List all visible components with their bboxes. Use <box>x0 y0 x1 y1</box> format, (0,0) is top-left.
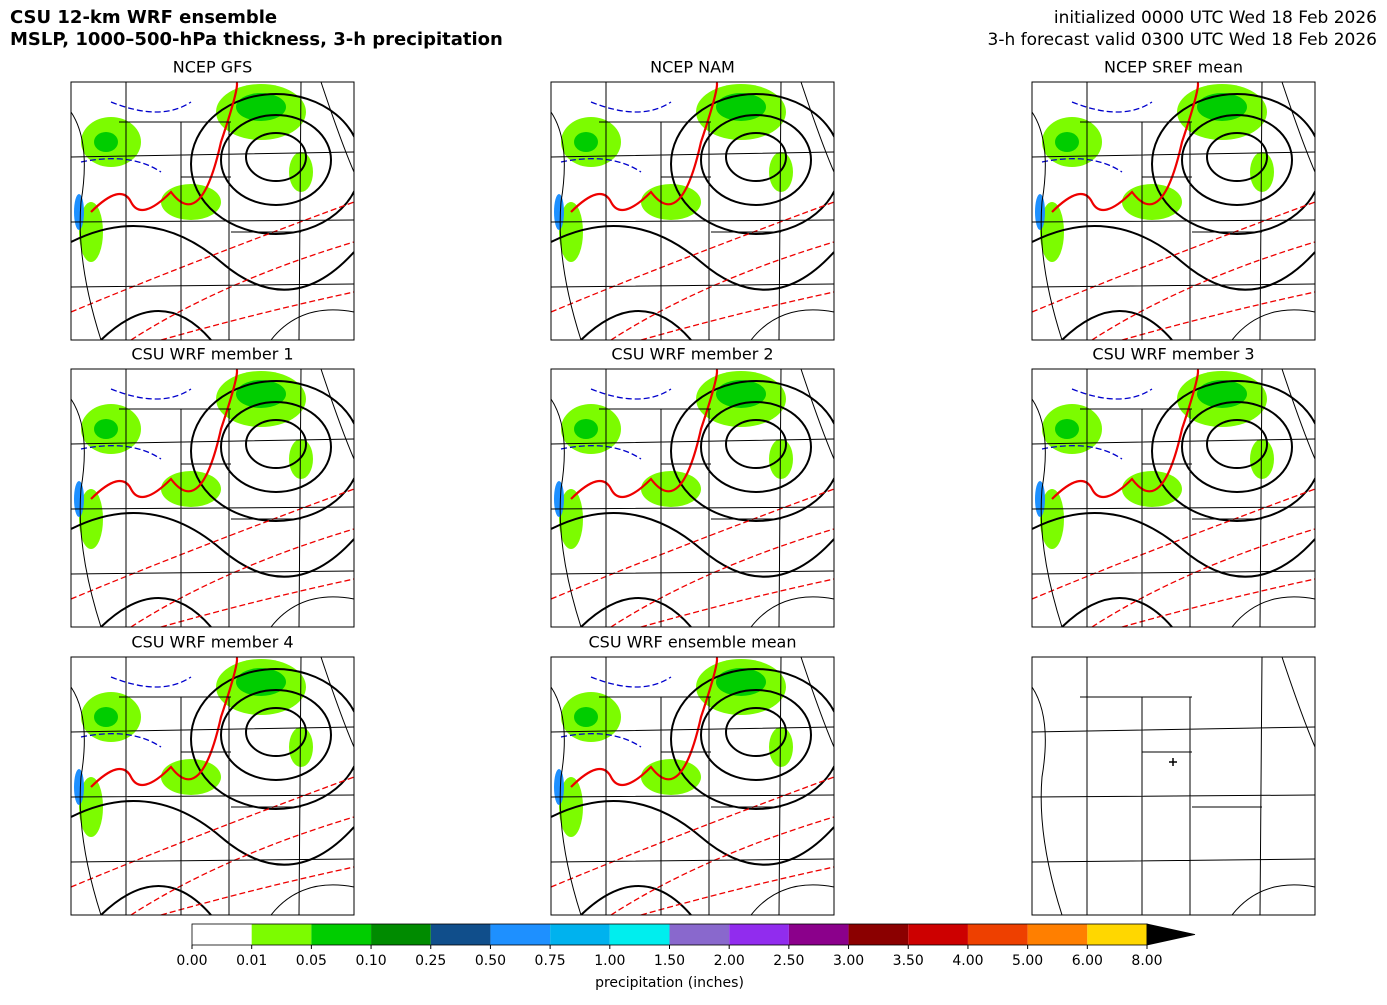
map-panel: CSU WRF member 2 <box>550 345 835 628</box>
colorbar-tick-label: 4.00 <box>952 953 983 969</box>
weather-fields <box>551 82 834 340</box>
weather-fields <box>71 369 354 627</box>
weather-fields <box>71 657 354 915</box>
colorbar-bin <box>311 924 372 945</box>
colorbar-extend <box>1146 923 1196 946</box>
map-panel: CSU WRF member 1 <box>70 345 355 628</box>
panel-frame <box>550 368 835 628</box>
colorbar-tick-label: 5.00 <box>1012 953 1043 969</box>
panel-title: CSU WRF member 4 <box>131 633 293 652</box>
map-panel: CSU WRF member 3 <box>1031 345 1316 628</box>
weather-fields <box>1032 82 1315 340</box>
colorbar-bin <box>1027 924 1088 945</box>
panel-frame <box>550 81 835 341</box>
colorbar-bin <box>848 924 909 945</box>
map-panel: CSU WRF member 4 <box>70 633 355 916</box>
colorbar-tick-label: 2.50 <box>773 953 804 969</box>
state-borders <box>1032 657 1315 915</box>
colorbar-tick-label: 6.00 <box>1072 953 1103 969</box>
panel-frame <box>70 81 355 341</box>
panel-frame <box>70 368 355 628</box>
panel-title: CSU WRF member 2 <box>611 345 773 364</box>
colorbar-bin <box>967 924 1028 945</box>
colorbar-bin <box>490 924 551 945</box>
weather-fields <box>551 369 834 627</box>
colorbar-tick-label: 3.00 <box>833 953 864 969</box>
colorbar-bin <box>788 924 849 945</box>
weather-fields <box>71 82 354 340</box>
colorbar-bin <box>550 924 610 945</box>
colorbar-tick-label: 2.00 <box>714 953 745 969</box>
title: CSU 12-km WRF ensemble <box>10 7 277 28</box>
colorbar-tick-label: 8.00 <box>1131 953 1162 969</box>
colorbar-tick-label: 1.50 <box>654 953 685 969</box>
panel-title: CSU WRF member 1 <box>131 345 293 364</box>
panel-frame <box>550 656 835 916</box>
map-panel <box>1031 656 1316 916</box>
colorbar-bin <box>430 924 491 945</box>
map-panel: CSU WRF ensemble mean <box>550 633 835 916</box>
colorbar-bin <box>908 924 968 945</box>
valid-time: 3-h forecast valid 0300 UTC Wed 18 Feb 2… <box>988 30 1377 50</box>
colorbar-tick-label: 0.75 <box>535 953 566 969</box>
colorbar-label: precipitation (inches) <box>595 975 744 991</box>
panel-title: NCEP GFS <box>173 58 252 77</box>
panel-title: CSU WRF ensemble mean <box>588 633 796 652</box>
colorbar-bin <box>251 924 312 945</box>
colorbar-bin <box>192 924 252 945</box>
colorbar-bin <box>669 924 730 945</box>
colorbar-tick-label: 0.00 <box>176 953 207 969</box>
weather-fields <box>551 657 834 915</box>
panel-title: NCEP SREF mean <box>1104 58 1243 77</box>
colorbar-tick-label: 0.50 <box>475 953 506 969</box>
colorbar-tick-label: 0.25 <box>415 953 446 969</box>
panel-frame <box>1031 368 1316 628</box>
colorbar-tick-label: 0.05 <box>296 953 327 969</box>
panel-title: NCEP NAM <box>650 58 735 77</box>
colorbar-tick-label: 0.01 <box>236 953 267 969</box>
subtitle: MSLP, 1000–500-hPa thickness, 3-h precip… <box>10 29 503 50</box>
colorbar-bin <box>1087 924 1147 945</box>
map-panel: NCEP NAM <box>550 58 835 341</box>
panel-frame <box>1031 656 1316 916</box>
panel-title: CSU WRF member 3 <box>1092 345 1254 364</box>
colorbar-bin <box>371 924 431 945</box>
panel-frame <box>70 656 355 916</box>
map-panel: NCEP SREF mean <box>1031 58 1316 341</box>
panel-frame <box>1031 81 1316 341</box>
init-time: initialized 0000 UTC Wed 18 Feb 2026 <box>1054 8 1377 28</box>
colorbar-bin <box>729 924 789 945</box>
location-marker <box>1169 758 1177 766</box>
colorbar-tick-label: 0.10 <box>355 953 386 969</box>
colorbar-bin <box>609 924 670 945</box>
map-panel: NCEP GFS <box>70 58 355 341</box>
colorbar-tick-label: 3.50 <box>893 953 924 969</box>
colorbar-tick-label: 1.00 <box>594 953 625 969</box>
weather-fields <box>1032 369 1315 627</box>
